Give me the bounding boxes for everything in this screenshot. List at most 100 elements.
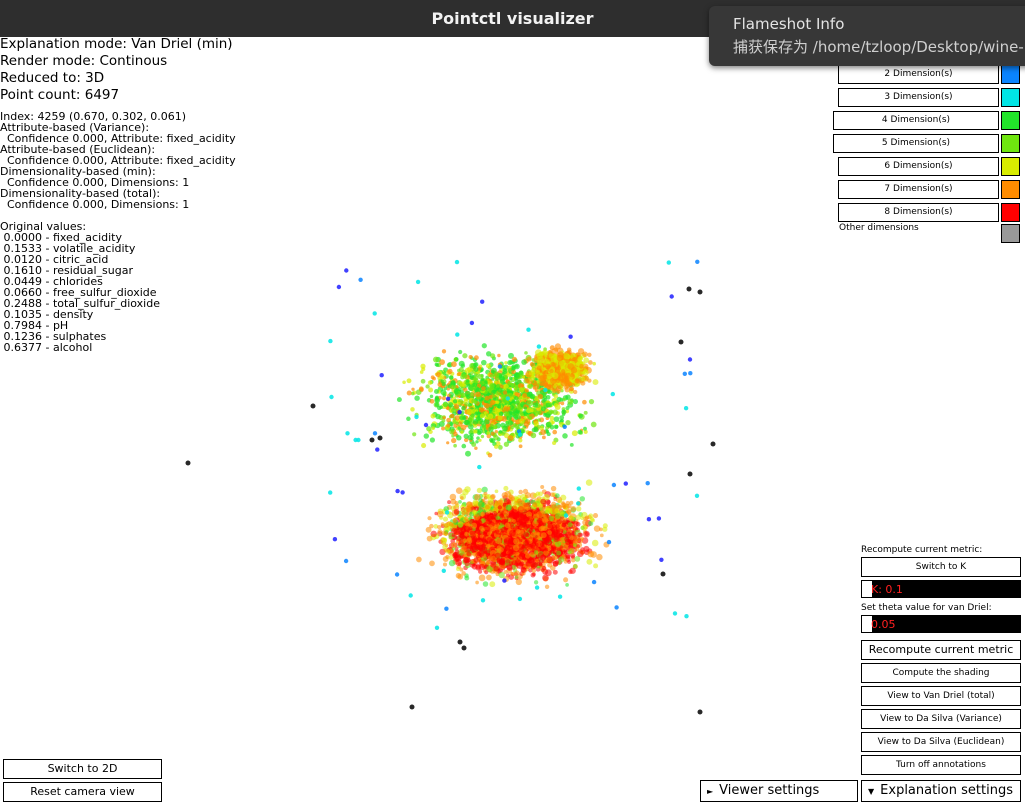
data-point	[484, 395, 490, 401]
data-point	[596, 553, 603, 561]
data-point	[484, 403, 490, 409]
data-point	[507, 367, 512, 373]
data-point	[496, 400, 500, 404]
data-point	[416, 556, 422, 563]
data-point	[473, 355, 479, 361]
data-point	[540, 429, 547, 436]
data-point	[503, 485, 509, 491]
data-point	[481, 386, 486, 391]
data-point	[515, 400, 520, 405]
data-point	[543, 550, 549, 556]
data-point	[504, 376, 509, 380]
data-point	[455, 421, 459, 426]
data-point	[545, 421, 552, 428]
data-point	[536, 503, 541, 508]
data-point	[469, 530, 475, 536]
data-point	[587, 352, 592, 357]
data-point	[546, 432, 551, 437]
data-point	[556, 527, 564, 535]
data-point	[425, 384, 430, 389]
data-point	[543, 392, 547, 396]
data-point	[501, 394, 506, 398]
data-point	[453, 528, 460, 535]
data-point	[563, 352, 570, 360]
data-point	[473, 386, 480, 392]
data-point	[527, 431, 532, 436]
data-point	[565, 394, 571, 400]
data-point	[512, 505, 517, 509]
data-point	[534, 550, 539, 555]
data-point	[556, 366, 561, 371]
data-point	[461, 510, 467, 516]
data-point	[490, 399, 496, 406]
data-point	[427, 516, 432, 521]
data-point	[569, 442, 574, 447]
data-point	[580, 380, 586, 386]
data-point	[443, 386, 448, 391]
data-point	[586, 558, 593, 565]
data-point	[462, 373, 468, 379]
data-point	[466, 408, 473, 415]
data-point	[433, 524, 439, 529]
data-point	[565, 583, 569, 587]
data-point	[462, 353, 468, 359]
data-point	[591, 539, 599, 547]
data-point	[542, 349, 548, 355]
data-point	[439, 374, 445, 380]
data-point	[507, 420, 514, 426]
data-point	[565, 419, 571, 426]
data-point	[475, 391, 481, 398]
data-point	[566, 503, 572, 509]
data-point	[541, 435, 546, 440]
data-point	[478, 407, 485, 413]
data-point	[519, 418, 525, 424]
data-point	[582, 399, 587, 405]
data-point	[590, 421, 597, 428]
data-point	[414, 395, 420, 401]
data-point	[460, 545, 467, 552]
data-point	[565, 359, 570, 364]
data-point	[455, 487, 463, 495]
data-point	[504, 361, 508, 365]
data-point	[553, 394, 558, 399]
data-point	[485, 544, 491, 549]
data-point	[476, 430, 482, 436]
data-point	[503, 441, 510, 447]
data-point	[450, 498, 457, 505]
data-point	[568, 515, 575, 522]
data-point	[453, 443, 457, 448]
data-point	[475, 580, 479, 585]
data-point	[574, 546, 580, 552]
data-point	[429, 437, 436, 443]
data-point	[578, 356, 583, 361]
data-point	[473, 375, 479, 381]
data-point	[462, 488, 469, 496]
data-point	[470, 436, 474, 441]
data-point	[573, 389, 578, 395]
data-point	[554, 343, 561, 350]
data-point	[479, 413, 485, 419]
data-point	[527, 400, 534, 407]
data-point	[500, 422, 506, 428]
data-point	[494, 430, 498, 434]
data-point	[478, 574, 486, 582]
data-point	[402, 380, 406, 385]
data-point	[533, 580, 539, 585]
data-point	[572, 564, 578, 569]
data-point	[496, 383, 500, 388]
data-point	[592, 513, 599, 519]
data-point	[501, 492, 508, 499]
data-point	[569, 386, 574, 392]
data-point	[441, 418, 446, 423]
data-point	[434, 397, 440, 404]
data-point	[411, 387, 415, 391]
data-point	[486, 351, 492, 357]
data-point	[491, 389, 496, 395]
data-point	[446, 417, 451, 423]
data-point	[428, 387, 434, 393]
data-point	[516, 520, 522, 526]
data-point	[466, 379, 470, 383]
data-point	[464, 390, 471, 397]
data-point	[541, 565, 547, 571]
